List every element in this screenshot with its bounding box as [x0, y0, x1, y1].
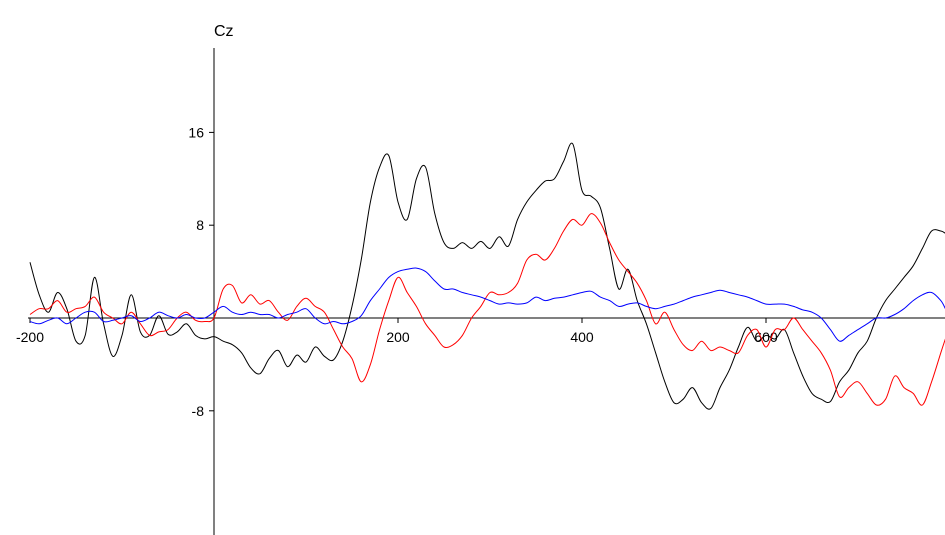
chart-title: Cz [214, 23, 234, 40]
x-axis-ticks: -200 200 400 600 [16, 318, 778, 345]
x-tick-label: 600 [754, 329, 778, 345]
series-line-1 [29, 142, 945, 410]
y-tick-label: 8 [196, 217, 204, 233]
y-tick-label: -8 [192, 403, 205, 419]
series-line-2 [29, 213, 945, 406]
y-tick-label: 16 [188, 124, 204, 140]
y-axis-ticks: 16 8 -8 [188, 124, 214, 419]
waveform-lines [29, 142, 945, 410]
x-tick-label: 400 [570, 329, 594, 345]
x-tick-label: -200 [16, 329, 44, 345]
series-line-3 [29, 267, 945, 342]
x-tick-label: 200 [386, 329, 410, 345]
